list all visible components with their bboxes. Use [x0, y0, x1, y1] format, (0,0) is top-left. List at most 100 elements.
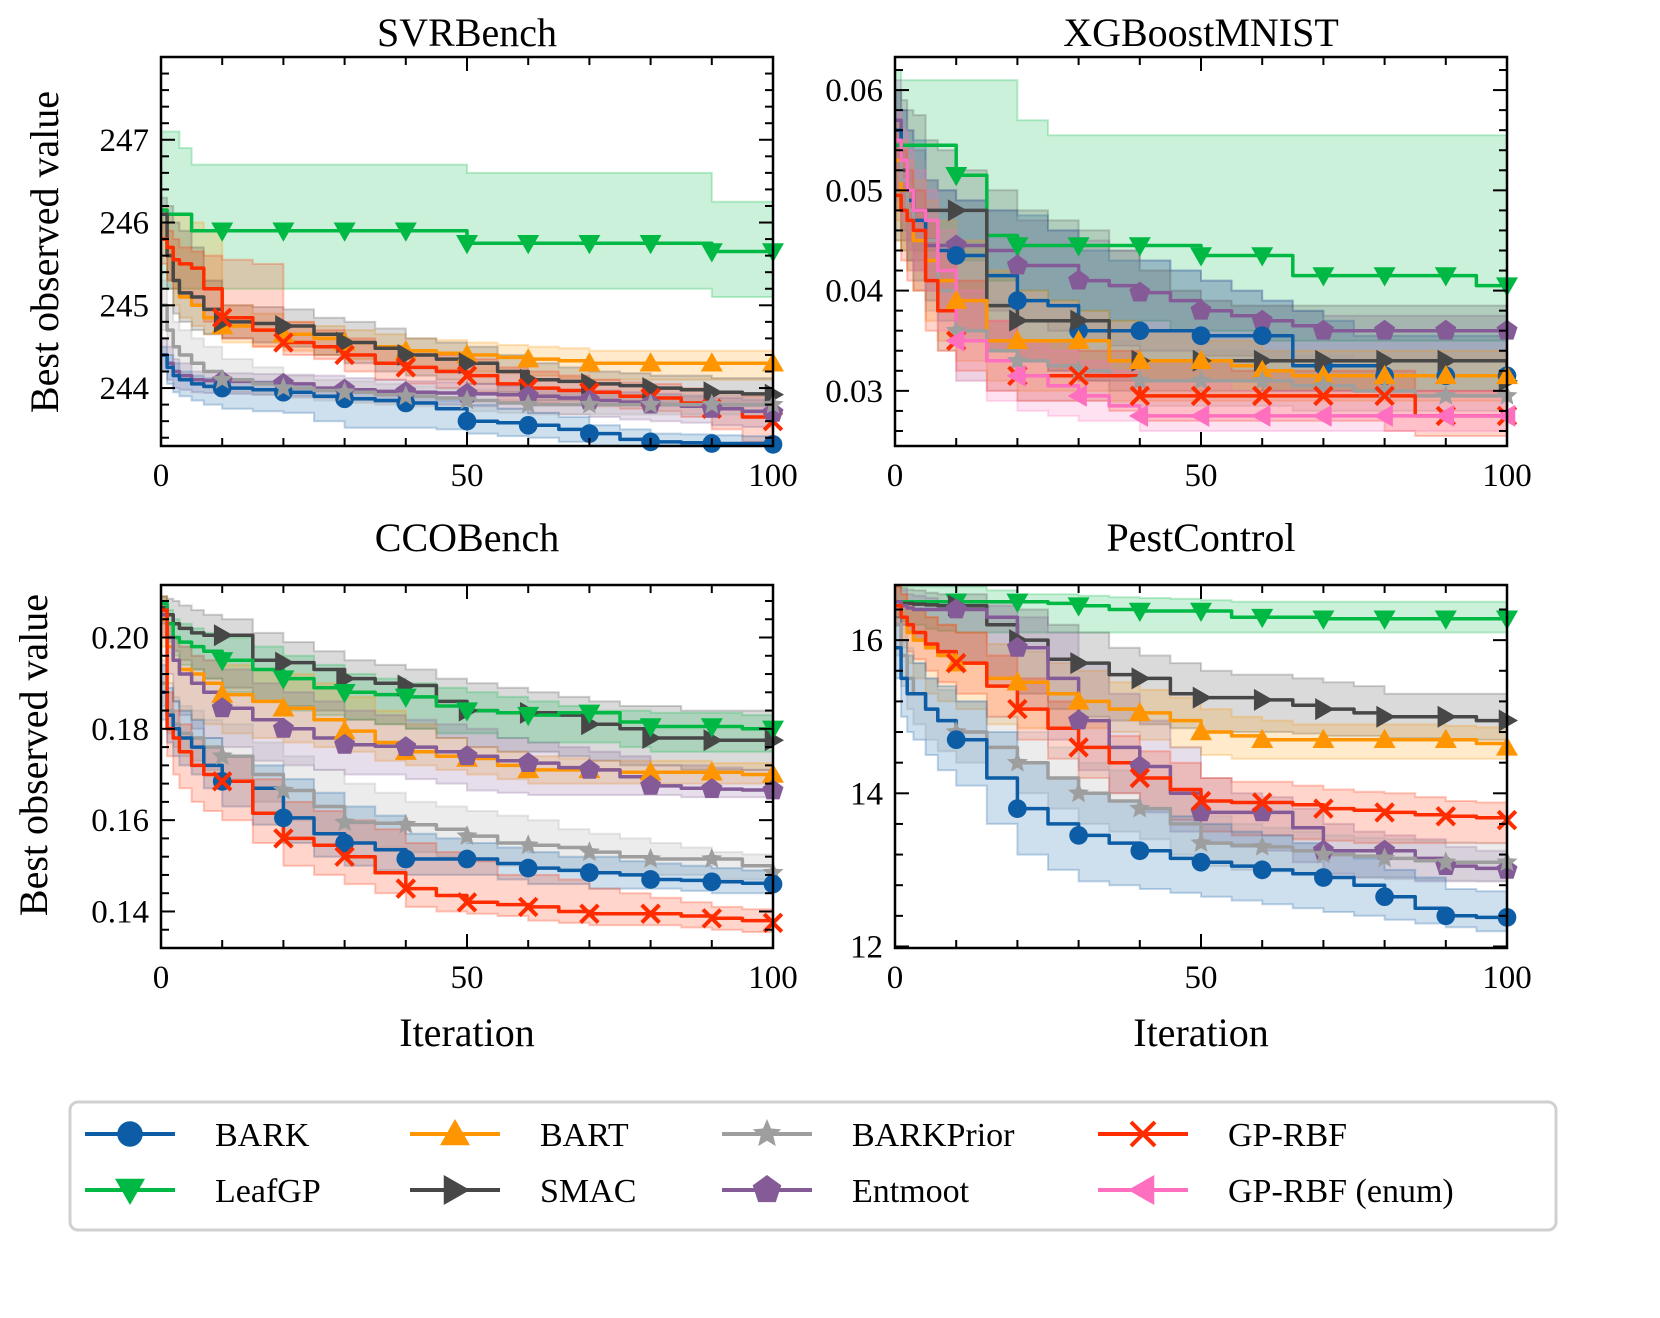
line-bark	[161, 353, 773, 446]
marker-leafgp	[1251, 608, 1274, 629]
marker-smac	[1498, 709, 1518, 732]
marker-barkprior	[1006, 751, 1028, 772]
marker-leafgp	[1190, 247, 1212, 267]
marker-barkprior	[1374, 379, 1396, 400]
marker-entmoot	[1190, 299, 1212, 320]
marker-bark	[1252, 326, 1272, 346]
marker-entmoot	[701, 778, 723, 798]
marker-bart	[1128, 349, 1151, 370]
marker-leafgp	[1434, 610, 1457, 630]
marker-bark	[580, 863, 599, 883]
legend-label: GP-RBF	[1228, 1117, 1347, 1154]
marker-leafgp	[639, 234, 662, 255]
band-smac	[161, 196, 773, 408]
marker-barkprior	[1251, 835, 1273, 856]
y-tick-label: 0.05	[825, 173, 883, 209]
legend-label: BARK	[215, 1117, 310, 1154]
marker-gp-rbf	[1313, 385, 1334, 407]
marker-barkprior	[272, 377, 294, 397]
marker-barkprior	[578, 393, 600, 414]
marker-bart	[211, 683, 234, 703]
y-tick-label: 14	[850, 776, 883, 812]
marker-smac	[275, 651, 295, 674]
marker-smac	[1437, 349, 1457, 372]
marker-leafgp	[272, 222, 295, 242]
x-tick-label: 50	[1185, 458, 1218, 494]
marker-gp-rbf	[517, 896, 539, 918]
marker-smac	[1315, 349, 1335, 372]
marker-leafgp	[639, 718, 662, 738]
panel-svrbench: SVRBench 0 50 100 244 245 246 247	[100, 10, 798, 494]
marker-barkprior	[517, 393, 539, 414]
band-gp-rbf-enum	[895, 109, 1507, 432]
marker-bark	[1191, 326, 1211, 346]
marker-bart	[1067, 690, 1090, 710]
marker-entmoot	[1435, 319, 1457, 340]
marker-leafgp	[333, 684, 356, 704]
legend-marker-gp-rbf-enum	[1128, 1175, 1155, 1205]
marker-bart	[1006, 671, 1029, 691]
marker-gp-rbf	[456, 892, 478, 913]
marker-bark	[641, 870, 660, 889]
marker-bark	[1008, 291, 1027, 310]
x-tick-label: 50	[451, 960, 484, 996]
marker-bart	[1373, 364, 1396, 385]
legend-item-gp-rbf-enum: GP-RBF (enum)	[1098, 1173, 1454, 1210]
band-bart	[895, 119, 1507, 402]
marker-barkprior	[1129, 797, 1151, 818]
marker-gp-rbf-enum	[945, 329, 965, 352]
marker-leafgp	[517, 234, 540, 255]
marker-bark	[580, 424, 599, 443]
x-axis-label-left: Iteration	[399, 1010, 535, 1055]
marker-smac	[1192, 686, 1212, 709]
marker-leafgp	[1067, 237, 1090, 257]
band-smac	[895, 89, 1507, 401]
axes: 0 50 100 244 245 246 247	[100, 55, 798, 494]
marker-gp-rbf	[334, 846, 355, 867]
marker-entmoot	[1068, 269, 1090, 290]
y-tick-label: 0.20	[91, 621, 149, 657]
panel-title: CCOBench	[375, 515, 559, 560]
legend-item-entmoot: Entmoot	[722, 1173, 970, 1210]
marker-bart	[700, 761, 723, 781]
marker-leafgp	[578, 234, 601, 255]
line-barkprior	[161, 681, 773, 873]
marker-bart	[1434, 728, 1457, 748]
y-tick-label: 0.06	[825, 73, 883, 109]
panel-pestcontrol: PestControl 0 50 100 12 14 16	[850, 515, 1532, 996]
marker-barkprior	[1312, 843, 1334, 864]
marker-bart	[272, 697, 295, 717]
marker-smac	[1009, 309, 1029, 332]
marker-smac	[397, 343, 417, 366]
marker-leafgp	[1128, 237, 1151, 257]
marker-bart	[1006, 329, 1029, 349]
marker-gp-rbf	[945, 652, 967, 674]
marker-barkprior	[701, 848, 723, 868]
marker-entmoot	[1312, 319, 1334, 340]
marker-barkprior	[1251, 369, 1273, 390]
marker-bark	[1008, 799, 1027, 818]
marker-barkprior	[1435, 851, 1457, 872]
y-tick-label: 246	[100, 206, 150, 242]
marker-entmoot	[1251, 309, 1273, 330]
marker-barkprior	[1190, 369, 1212, 390]
marker-leafgp	[211, 652, 234, 672]
legend-label: LeafGP	[215, 1173, 321, 1210]
line-barkprior	[895, 138, 1507, 398]
marker-bark	[702, 872, 722, 892]
legend-item-bark: BARK	[85, 1117, 310, 1154]
panel-xgboostmnist: XGBoostMNIST 0 50 100 0.03 0.04 0.05 0.06	[825, 10, 1532, 494]
marker-barkprior	[1190, 832, 1212, 852]
x-tick-label: 50	[1185, 960, 1218, 996]
x-tick-label: 100	[748, 458, 798, 494]
marker-smac	[213, 624, 234, 647]
marker-bark	[1130, 841, 1150, 861]
marker-gp-rbf-enum	[1251, 404, 1271, 427]
marker-barkprior	[334, 811, 356, 832]
marker-smac	[703, 381, 723, 404]
marker-bart	[700, 352, 723, 372]
y-axis-label-bottom: Best observed value	[11, 594, 56, 916]
band-gp-rbf	[161, 221, 773, 446]
marker-bart	[1128, 701, 1151, 722]
